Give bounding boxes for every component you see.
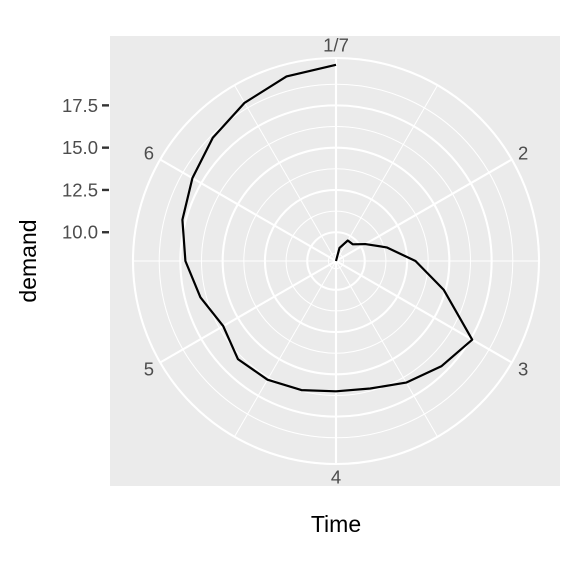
y-tick-label-3: 17.5 <box>62 95 98 116</box>
x-axis-title: Time <box>311 511 361 537</box>
y-tick-label-2: 15.0 <box>62 137 98 158</box>
grid-layer <box>131 56 541 466</box>
y-axis: 10.0 12.5 15.0 17.5 <box>62 95 109 243</box>
grid-spoke-5 <box>159 158 337 262</box>
grid-spoke-2 <box>335 260 513 364</box>
theta-tick-label-0: 1/7 <box>323 35 349 56</box>
theta-tick-label-3: 4 <box>331 467 341 488</box>
minor-grid-spoke-3 <box>234 260 337 438</box>
series-line-0 <box>181 63 474 393</box>
minor-grid-spoke-2 <box>335 260 438 438</box>
theta-tick-label-4: 5 <box>144 359 154 380</box>
minor-grid-spoke-0 <box>335 84 438 262</box>
theta-tick-label-1: 2 <box>518 143 528 164</box>
series-layer <box>181 63 474 393</box>
theta-tick-labels: 1/7 2 3 4 5 6 <box>144 35 528 488</box>
y-axis-title: demand <box>15 219 41 302</box>
grid-spoke-4 <box>159 260 337 364</box>
y-tick-label-1: 12.5 <box>62 180 98 201</box>
minor-grid-spoke-5 <box>234 84 337 262</box>
y-tick-label-0: 10.0 <box>62 222 98 243</box>
theta-tick-label-2: 3 <box>518 359 528 380</box>
theta-tick-label-5: 6 <box>144 143 154 164</box>
